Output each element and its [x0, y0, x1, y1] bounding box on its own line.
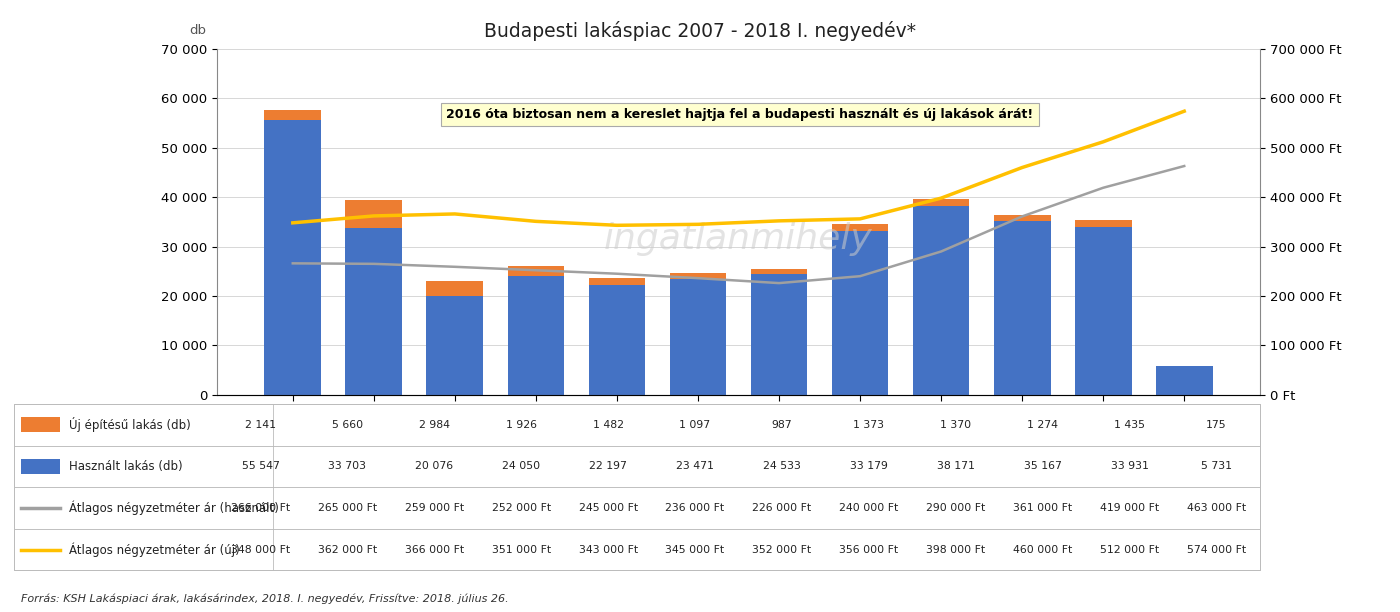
Text: 35 167: 35 167 [1023, 461, 1061, 471]
Text: 24 050: 24 050 [503, 461, 540, 471]
Text: 343 000 Ft: 343 000 Ft [578, 545, 637, 554]
Text: 463 000 Ft: 463 000 Ft [1187, 503, 1246, 513]
Bar [346, 228, 402, 395]
Text: 366 000 Ft: 366 000 Ft [405, 545, 463, 554]
Bar [669, 279, 727, 395]
Text: 33 703: 33 703 [329, 461, 367, 471]
Bar [750, 274, 808, 395]
Text: 2 984: 2 984 [419, 420, 449, 430]
Bar [669, 274, 727, 279]
Text: 20 076: 20 076 [416, 461, 454, 471]
Text: 245 000 Ft: 245 000 Ft [578, 503, 637, 513]
Text: 1 926: 1 926 [505, 420, 536, 430]
Text: Forrás: KSH Lakáspiaci árak, lakásárindex, 2018. I. negyedév, Frissítve: 2018. j: Forrás: KSH Lakáspiaci árak, lakásárinde… [21, 594, 508, 604]
Text: 362 000 Ft: 362 000 Ft [318, 545, 377, 554]
Bar [508, 276, 564, 395]
Text: 1 274: 1 274 [1028, 420, 1058, 430]
Text: Átlagos négyzetméter ár (használt): Átlagos négyzetméter ár (használt) [69, 501, 279, 515]
Text: 240 000 Ft: 240 000 Ft [839, 503, 899, 513]
Text: 22 197: 22 197 [589, 461, 627, 471]
Text: 265 000 Ft: 265 000 Ft [318, 503, 377, 513]
Text: 987: 987 [771, 420, 792, 430]
Bar [913, 206, 969, 395]
Text: 398 000 Ft: 398 000 Ft [927, 545, 986, 554]
Text: 226 000 Ft: 226 000 Ft [752, 503, 812, 513]
Text: 23 471: 23 471 [676, 461, 714, 471]
Bar [994, 215, 1050, 221]
Text: 175: 175 [1207, 420, 1226, 430]
Text: 419 000 Ft: 419 000 Ft [1100, 503, 1159, 513]
Text: 5 660: 5 660 [332, 420, 363, 430]
Text: ingatlanmihely: ingatlanmihely [605, 222, 872, 256]
Bar [588, 278, 645, 285]
Text: 33 931: 33 931 [1110, 461, 1148, 471]
Text: 252 000 Ft: 252 000 Ft [491, 503, 550, 513]
Text: 352 000 Ft: 352 000 Ft [752, 545, 812, 554]
Text: 574 000 Ft: 574 000 Ft [1187, 545, 1246, 554]
Text: 351 000 Ft: 351 000 Ft [491, 545, 550, 554]
Bar [346, 200, 402, 228]
Text: Budapesti lakáspiac 2007 - 2018 I. negyedév*: Budapesti lakáspiac 2007 - 2018 I. negye… [484, 21, 916, 42]
Bar [265, 110, 321, 121]
Text: db: db [189, 24, 207, 37]
Text: 38 171: 38 171 [937, 461, 974, 471]
Bar [427, 281, 483, 296]
Text: 33 179: 33 179 [850, 461, 888, 471]
Text: 2016 óta biztosan nem a kereslet hajtja fel a budapesti használt és új lakások á: 2016 óta biztosan nem a kereslet hajtja … [447, 108, 1033, 121]
Text: 356 000 Ft: 356 000 Ft [840, 545, 899, 554]
Bar [994, 221, 1050, 395]
Bar [1075, 220, 1131, 227]
Text: 345 000 Ft: 345 000 Ft [665, 545, 725, 554]
Bar [265, 121, 321, 395]
Bar [427, 296, 483, 395]
Text: 1 373: 1 373 [854, 420, 885, 430]
Text: 236 000 Ft: 236 000 Ft [665, 503, 725, 513]
Bar [588, 285, 645, 395]
Text: 1 435: 1 435 [1114, 420, 1145, 430]
Text: 55 547: 55 547 [242, 461, 280, 471]
Text: 266 000 Ft: 266 000 Ft [231, 503, 290, 513]
Text: 460 000 Ft: 460 000 Ft [1014, 545, 1072, 554]
Text: Új építésű lakás (db): Új építésű lakás (db) [69, 417, 190, 432]
Text: 512 000 Ft: 512 000 Ft [1100, 545, 1159, 554]
Text: 259 000 Ft: 259 000 Ft [405, 503, 463, 513]
Bar [832, 231, 889, 395]
Text: 1 370: 1 370 [941, 420, 972, 430]
Bar [1075, 227, 1131, 395]
Bar [508, 266, 564, 276]
Text: Használt lakás (db): Használt lakás (db) [69, 460, 182, 473]
Bar [913, 200, 969, 206]
Text: 361 000 Ft: 361 000 Ft [1014, 503, 1072, 513]
Bar [1156, 365, 1212, 367]
Bar [832, 224, 889, 231]
Text: 290 000 Ft: 290 000 Ft [927, 503, 986, 513]
Text: 1 097: 1 097 [679, 420, 711, 430]
Text: 5 731: 5 731 [1201, 461, 1232, 471]
Text: Átlagos négyzetméter ár (új): Átlagos négyzetméter ár (új) [69, 542, 239, 557]
Bar [750, 269, 808, 274]
Text: 1 482: 1 482 [592, 420, 623, 430]
Text: 24 533: 24 533 [763, 461, 801, 471]
Text: 2 141: 2 141 [245, 420, 276, 430]
Bar [1156, 367, 1212, 395]
Text: 348 000 Ft: 348 000 Ft [231, 545, 290, 554]
